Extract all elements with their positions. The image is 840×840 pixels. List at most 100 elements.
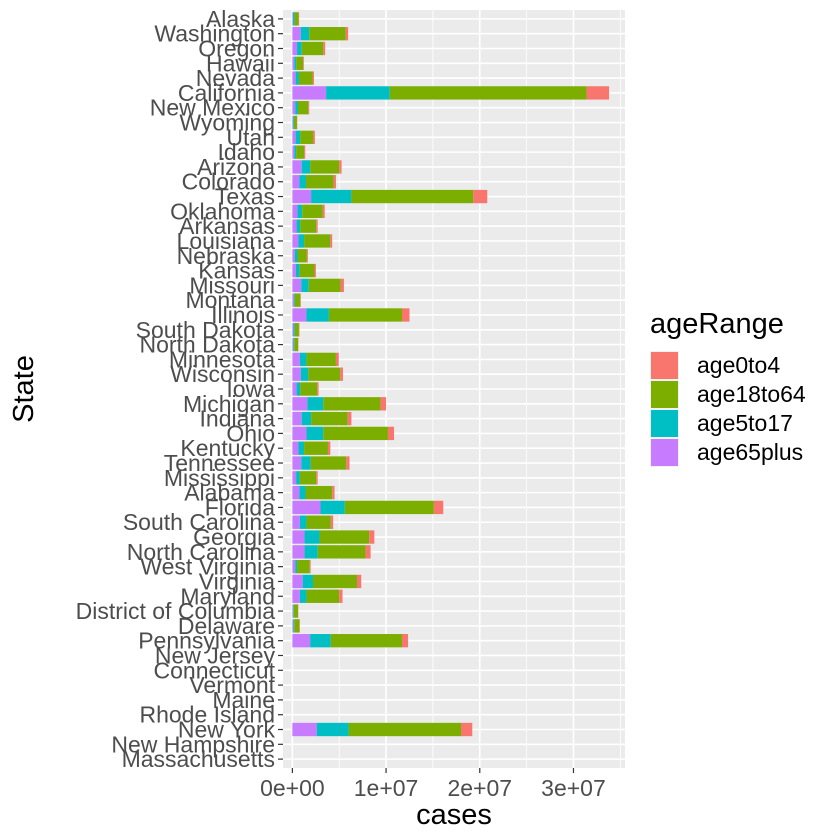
bar-segment (335, 352, 339, 367)
y-tick-label: Oklahoma (170, 198, 275, 224)
bar-segment (304, 545, 318, 559)
bar-segment (339, 160, 342, 174)
y-tick-label: Nebraska (177, 243, 276, 269)
y-axis-title: State (8, 355, 40, 423)
bar-segment (292, 559, 296, 574)
bar-segment (298, 234, 305, 248)
y-tick-label: Nevada (196, 65, 275, 91)
bar-segment (309, 27, 346, 41)
bar-segment (295, 71, 299, 85)
bar-segment (292, 12, 294, 26)
bar-segment (301, 411, 312, 426)
bar-segment (330, 634, 402, 648)
legend-entry-label: age18to64 (697, 381, 806, 407)
bar-segment (309, 559, 311, 574)
y-tick-label: Mississippi (164, 465, 275, 491)
y-tick-label: Washington (154, 21, 275, 47)
y-tick-label: Pennsylvania (138, 628, 275, 654)
bar-segment (310, 160, 340, 174)
bar-segment (292, 160, 302, 174)
bar-segment (473, 189, 488, 204)
bar-segment (292, 456, 302, 470)
bar-segment (348, 722, 462, 737)
bar-segment (296, 56, 304, 70)
bar-segment (304, 145, 306, 159)
y-tick-label: Rhode Island (139, 702, 275, 728)
bar-segment (294, 293, 301, 307)
bar-segment (292, 485, 300, 500)
bar-segment (319, 530, 370, 544)
y-tick-label: Oregon (198, 35, 275, 61)
legend-entry-label: age5to17 (697, 410, 793, 436)
bar-segment (292, 367, 301, 381)
bar-segment (316, 219, 318, 233)
y-tick-label: Arkansas (179, 213, 275, 239)
bar-segment (344, 500, 434, 515)
y-tick-label: Wyoming (179, 110, 275, 136)
bar-segment (306, 249, 308, 263)
y-tick-label: Arizona (197, 154, 275, 180)
bar-segment (308, 278, 341, 293)
bar-segment (302, 204, 323, 219)
bar-segment (308, 367, 341, 381)
bar-segment (296, 219, 301, 233)
bar-segment (387, 426, 395, 441)
bar-segment (311, 189, 352, 204)
bar-segment (586, 86, 610, 100)
bar-segment (297, 101, 309, 115)
bar-segment (292, 352, 300, 367)
y-tick-label: New York (178, 717, 276, 743)
bar-segment (299, 589, 307, 603)
bar-segment (316, 471, 318, 485)
y-tick-label: Louisiana (177, 228, 276, 254)
bar-segment (293, 604, 298, 618)
bar-segment (317, 382, 319, 396)
legend-key-swatch (651, 410, 678, 437)
bar-segment (292, 382, 297, 396)
y-tick-label: Alaska (206, 6, 275, 32)
bar-segment (297, 41, 302, 56)
bar-segment (461, 722, 473, 737)
bar-segment (292, 589, 300, 603)
bar-segment (303, 56, 304, 70)
bar-segment (351, 189, 474, 204)
bar-segment (297, 204, 303, 219)
bar-segment (389, 86, 587, 100)
y-tick-label: Alabama (184, 480, 275, 506)
bar-segment (310, 456, 347, 470)
bar-segment (306, 515, 331, 529)
bar-segment (306, 352, 336, 367)
bar-segment (300, 219, 317, 233)
x-axis-title: cases (416, 799, 492, 831)
bar-segment (294, 12, 299, 26)
y-tick-label: Florida (205, 494, 276, 520)
bar-segment (292, 337, 294, 352)
bar-segment (317, 545, 366, 559)
bar-segment (322, 204, 325, 219)
y-tick-label: Michigan (183, 391, 275, 417)
bar-segment (292, 249, 295, 263)
bar-segment (295, 559, 298, 574)
bar-segment (292, 426, 307, 441)
bar-segment (294, 337, 298, 352)
y-tick-label: South Dakota (136, 317, 276, 343)
bar-segment (292, 293, 294, 307)
bar-segment (292, 530, 305, 544)
bar-segment (295, 130, 301, 144)
bar-segment (292, 545, 305, 559)
bar-segment (380, 397, 387, 411)
bar-segment (292, 189, 312, 204)
bar-segment (328, 308, 402, 322)
bars (292, 12, 610, 737)
y-tick-label: Colorado (182, 169, 275, 195)
x-tick-label: 0e+00 (260, 775, 325, 801)
bar-segment (292, 278, 302, 293)
legend-key-swatch (651, 439, 678, 466)
bar-segment (295, 101, 298, 115)
bar-segment (295, 263, 300, 278)
bar-segment (433, 500, 444, 515)
y-tick-label: Kansas (198, 258, 275, 284)
bar-segment (345, 27, 349, 41)
bar-segment (323, 426, 388, 441)
